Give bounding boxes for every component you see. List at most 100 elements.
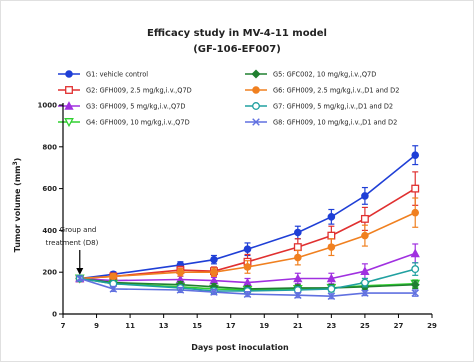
data-point (411, 265, 420, 274)
data-point (252, 102, 260, 110)
legend-item-g5: G5: GFC002, 10 mg/kg,i.v.,Q7D (245, 69, 376, 79)
legend-item-g3: G3: GFH009, 5 mg/kg,i.v.,Q7D (58, 101, 185, 111)
data-point (252, 86, 260, 94)
data-point (327, 292, 336, 301)
y-tick-label: 1000 (38, 102, 58, 110)
data-point (252, 118, 260, 126)
data-point (327, 243, 336, 251)
data-point (410, 248, 420, 258)
legend-item-g4: G4: GFH009, 10 mg/kg,i.v.,Q7D (58, 118, 190, 128)
annotation-line-2: treatment (D8) (46, 239, 99, 247)
data-point (360, 214, 369, 223)
data-point (360, 278, 369, 287)
data-point (361, 231, 369, 240)
data-point (64, 118, 74, 128)
data-point (109, 285, 118, 293)
x-tick-label: 23 (326, 322, 336, 330)
y-tick-label: 200 (42, 269, 57, 277)
y-tick-label: 0 (52, 311, 57, 319)
data-point (210, 255, 218, 264)
legend-item-g6: G6: GFH009, 2.5 mg/kg,i.v.,D1 and D2 (245, 86, 399, 95)
x-tick-label: 21 (293, 322, 303, 330)
x-tick-label: 11 (125, 322, 135, 330)
chart-title: Efficacy study in MV-4-11 model (147, 28, 327, 39)
series-layer (74, 145, 421, 301)
data-point (411, 289, 420, 297)
data-point (326, 273, 336, 283)
data-point (65, 70, 73, 78)
data-point (243, 245, 252, 254)
legend-label: G2: GFH009, 2.5 mg/kg,i.v.,Q7D (86, 87, 192, 95)
data-point-stroke (243, 290, 252, 298)
data-point-stroke (252, 118, 260, 126)
legend-label: G3: GFH009, 5 mg/kg,i.v.,Q7D (86, 103, 185, 111)
y-tick-label: 600 (42, 185, 57, 193)
y-axis-label-sup: 3 (12, 161, 19, 165)
x-tick-label: 9 (94, 322, 99, 330)
data-point (411, 208, 420, 217)
data-point (294, 228, 302, 237)
legend-label: G5: GFC002, 10 mg/kg,i.v.,Q7D (273, 71, 376, 79)
y-tick-label: 800 (42, 143, 57, 151)
data-point (75, 274, 84, 283)
data-point (361, 192, 369, 200)
x-tick-label: 13 (159, 322, 169, 330)
annotation-arrow-head (76, 268, 84, 275)
data-point-stroke (176, 286, 185, 294)
legend: G1: vehicle control G2: GFH009, 2.5 mg/kg… (58, 69, 399, 128)
y-axis-label: Tumor volume (mm3) (12, 158, 22, 253)
x-tick-label: 19 (259, 322, 269, 330)
data-point (243, 290, 252, 298)
x-axis-label: Days post inoculation (191, 343, 289, 352)
data-point (327, 213, 336, 221)
legend-item-g2: G2: GFH009, 2.5 mg/kg,i.v.,Q7D (58, 86, 192, 95)
data-point (294, 291, 302, 299)
x-tick-label: 15 (192, 322, 202, 330)
series-6 (75, 197, 420, 283)
data-point-stroke (109, 285, 118, 293)
x-tick-label: 25 (360, 322, 370, 330)
x-tick-label: 7 (61, 322, 66, 330)
data-point-stroke (210, 288, 218, 296)
y-axis-label-main: Tumor volume (mm (13, 165, 22, 252)
data-point (176, 268, 185, 277)
data-point (327, 284, 336, 293)
legend-item-g8: G8: GFH009, 10 mg/kg,i.v.,D1 and D2 (245, 118, 397, 127)
group-annotation: Group and treatment (D8) (46, 226, 99, 247)
data-point (360, 266, 370, 275)
data-point-stroke (411, 289, 420, 297)
data-point (176, 286, 185, 294)
legend-item-g7: G7: GFH009, 5 mg/kg,i.v.,D1 and D2 (245, 102, 393, 111)
data-point-stroke (361, 289, 369, 297)
legend-label: G4: GFH009, 10 mg/kg,i.v.,Q7D (86, 119, 190, 127)
y-tick-label: 400 (42, 227, 57, 235)
data-point (361, 289, 369, 297)
axes: 0 200 400 600 800 1000 7 9 11 13 15 17 19 21 23 25 27 29 (38, 102, 437, 331)
legend-item-g1: G1: vehicle control (58, 70, 148, 79)
data-point (293, 273, 303, 283)
data-point (411, 151, 420, 159)
data-point-stroke (75, 274, 84, 283)
legend-label: G8: GFH009, 10 mg/kg,i.v.,D1 and D2 (273, 119, 397, 127)
data-point (294, 253, 302, 262)
y-axis-label-end: ) (13, 158, 22, 162)
data-point (251, 69, 261, 79)
series-1 (75, 145, 420, 283)
data-point-stroke (327, 292, 336, 301)
chart-subtitle: (GF-106-EF007) (193, 44, 281, 55)
series-8 (75, 274, 420, 301)
legend-label: G7: GFH009, 5 mg/kg,i.v.,D1 and D2 (273, 103, 393, 111)
data-point (411, 184, 420, 193)
data-point (65, 86, 73, 94)
data-point (109, 272, 118, 281)
data-point (210, 288, 218, 296)
data-point (410, 280, 420, 290)
data-point (293, 243, 302, 252)
x-tick-label: 27 (394, 322, 404, 330)
data-point-stroke (294, 291, 302, 299)
legend-label: G6: GFH009, 2.5 mg/kg,i.v.,D1 and D2 (273, 87, 399, 95)
data-point (243, 263, 252, 271)
x-tick-label: 17 (226, 322, 236, 330)
